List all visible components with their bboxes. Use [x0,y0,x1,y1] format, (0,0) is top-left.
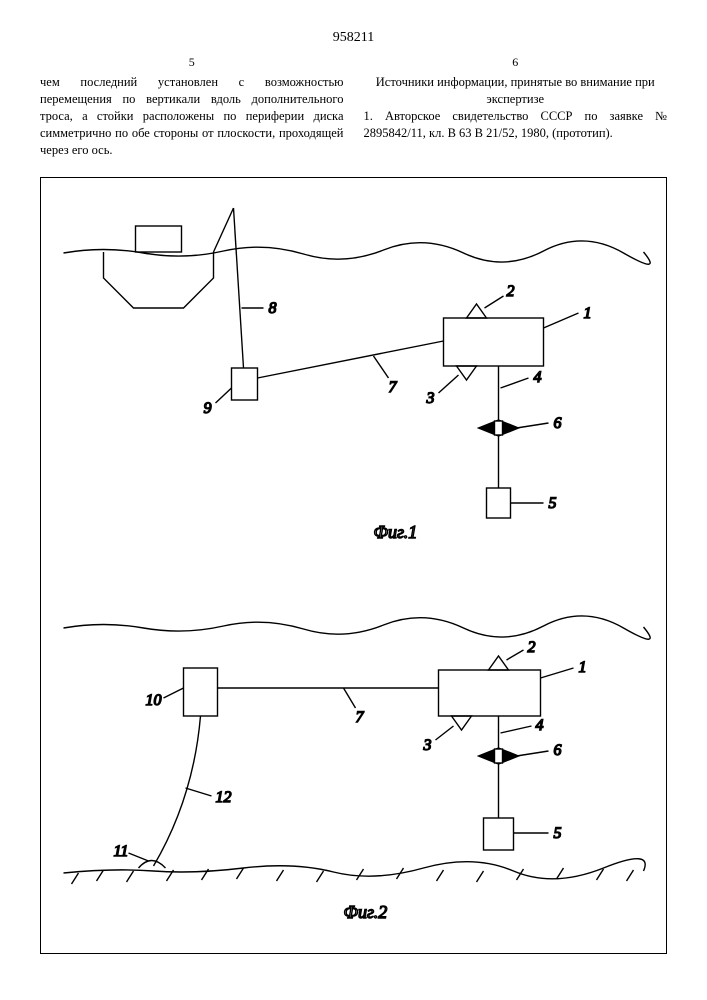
fig2-lead-3 [436,726,454,740]
fig2-triangle-2 [489,656,509,670]
fig2-label-11: 11 [114,843,129,860]
fig1-label-2: 2 [507,283,515,300]
fig1-triangle-3 [457,366,477,380]
fig2-weight-5 [484,818,514,850]
fig1-rope-8 [234,208,244,368]
fig2-lead-4 [501,726,532,733]
fig1-label-5: 5 [549,495,557,512]
fig2-label-1: 1 [579,659,587,676]
fig2-label-2: 2 [528,639,536,656]
figure-2 [64,616,651,884]
fig1-weight-5 [487,488,511,518]
sources-heading: Источники информации, принятые во вниман… [364,74,668,108]
fig1-lead-1 [544,313,579,328]
fig1-body-1 [444,318,544,366]
fig1-triangle-2 [467,304,487,318]
fig1-block-9 [232,368,258,400]
fig2-disc-hub [495,749,503,763]
fig1-label-6: 6 [554,415,562,432]
column-right-number: 6 [364,54,668,70]
fig2-triangle-3 [452,716,472,730]
fig2-float-10 [184,668,218,716]
fig2-lead-7 [344,688,356,708]
document-number: 958211 [40,30,667,46]
fig2-lead-10 [164,688,184,698]
fig1-label-3: 3 [426,390,435,407]
fig1-ship-superstructure [136,226,182,252]
paragraph-left: чем последний установлен с возможностью … [40,74,344,158]
sources-item: 1. Авторское свидетельство СССР по заявк… [364,108,668,142]
fig1-caption: Фиг.1 [374,522,418,542]
fig1-lead-9 [216,388,232,403]
fig1-label-4: 4 [534,369,542,386]
fig2-label-12: 12 [216,789,232,806]
text-columns: 5 чем последний установлен с возможность… [40,54,667,159]
fig2-label-10: 10 [146,692,162,709]
fig2-label-4: 4 [536,717,544,734]
fig2-body-1 [439,670,541,716]
fig1-lead-3 [439,375,459,393]
figures-frame: 1 2 3 4 5 6 7 8 9 Фиг.1 [40,177,667,954]
fig2-lead-12 [186,788,212,796]
fig2-water-surface [64,616,651,639]
fig1-ship-hull [104,252,214,308]
fig1-lead-7 [374,356,389,378]
fig1-label-9: 9 [204,400,212,417]
column-left-number: 5 [40,54,344,70]
fig2-lead-1 [541,668,574,678]
fig1-lead-4 [501,378,529,388]
figures-svg: 1 2 3 4 5 6 7 8 9 Фиг.1 [41,178,666,953]
fig2-caption: Фиг.2 [344,902,388,922]
fig2-lead-6 [517,751,549,756]
column-right: 6 Источники информации, принятые во вним… [364,54,668,159]
fig2-lead-11 [129,853,149,861]
fig1-label-7: 7 [389,379,398,396]
fig2-anchor-11 [139,860,166,868]
fig2-label-3: 3 [423,737,432,754]
fig2-label-5: 5 [554,825,562,842]
fig2-label-7: 7 [356,709,365,726]
fig1-label-8: 8 [269,300,277,317]
fig2-lead-2 [507,650,524,660]
column-left: 5 чем последний установлен с возможность… [40,54,344,159]
fig1-mast [214,208,234,252]
fig2-label-6: 6 [554,742,562,759]
fig1-disc-hub [495,421,503,435]
fig1-lead-2 [485,296,504,308]
fig1-lead-6 [517,423,549,428]
figure-1 [64,208,651,518]
fig1-rope-7 [258,341,444,378]
fig1-label-1: 1 [584,305,592,322]
